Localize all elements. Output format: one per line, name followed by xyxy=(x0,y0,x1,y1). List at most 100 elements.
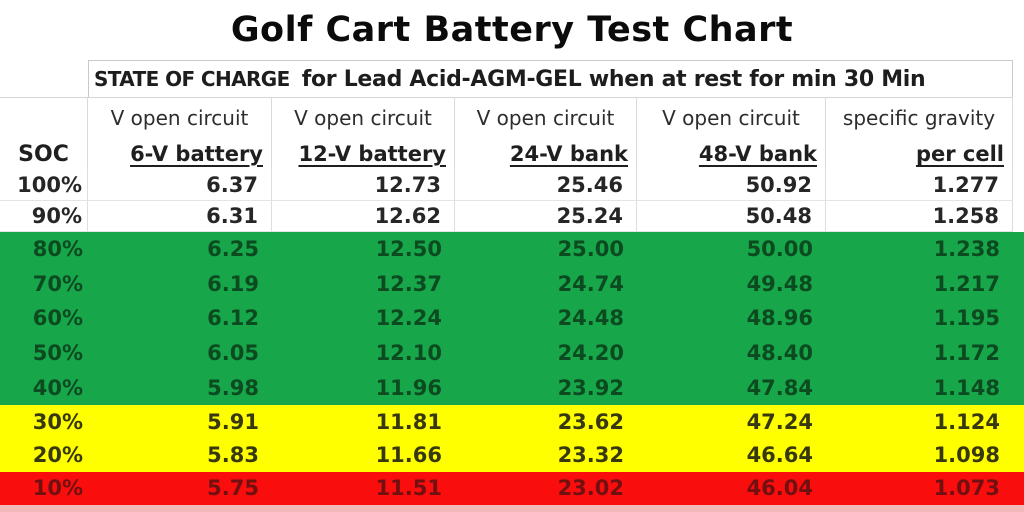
value-cell: 23.32 xyxy=(557,443,624,468)
value-cell: 12.37 xyxy=(375,271,442,296)
header-empty-cell xyxy=(0,97,88,138)
header-gutter xyxy=(1013,97,1024,138)
value-cell: 12.24 xyxy=(375,306,442,331)
header-v-open-circuit-24v: V open circuit xyxy=(455,97,637,138)
row-gutter xyxy=(1013,336,1024,371)
value-cell: 11.96 xyxy=(375,375,442,400)
value-cell: 12.62 xyxy=(272,201,455,232)
header-per-cell: per cell xyxy=(826,138,1013,170)
row-gutter xyxy=(1013,232,1024,267)
table-row: 70% 6.19 12.37 24.74 49.48 1.217 xyxy=(0,266,1024,302)
value-cell: 49.48 xyxy=(746,271,813,296)
page-title: Golf Cart Battery Test Chart xyxy=(230,10,794,50)
value-cell: 23.02 xyxy=(557,476,624,501)
value-cell: 47.84 xyxy=(746,375,813,400)
row-gutter xyxy=(1013,405,1024,439)
header-v-open-circuit-12v: V open circuit xyxy=(272,97,455,138)
value-cell: 11.66 xyxy=(375,443,442,468)
battery-table: V open circuit V open circuit V open cir… xyxy=(0,97,1024,505)
soc-cell: 10% xyxy=(32,476,83,501)
table-row: 50% 6.05 12.10 24.20 48.40 1.172 xyxy=(0,335,1024,371)
value-cell: 23.92 xyxy=(557,375,624,400)
header-soc: SOC xyxy=(0,138,88,170)
header-24v-bank: 24-V bank xyxy=(455,138,637,170)
header-6v-battery: 6-V battery xyxy=(88,138,272,170)
value-cell: 1.098 xyxy=(933,443,1000,468)
value-cell: 1.124 xyxy=(933,409,1000,434)
value-cell: 5.75 xyxy=(207,476,259,501)
value-cell: 1.238 xyxy=(933,237,1000,262)
header-v-open-circuit-48v: V open circuit xyxy=(637,97,826,138)
header-12v-battery: 12-V battery xyxy=(272,138,455,170)
table-row: 10% 5.75 11.51 23.02 46.04 1.073 xyxy=(0,471,1024,505)
row-gutter xyxy=(1013,170,1024,201)
row-gutter xyxy=(1013,201,1024,232)
row-gutter xyxy=(1013,472,1024,505)
value-cell: 11.51 xyxy=(375,476,442,501)
value-cell: 6.31 xyxy=(88,201,272,232)
value-cell: 24.48 xyxy=(557,306,624,331)
value-cell: 50.00 xyxy=(746,237,813,262)
table-row: 20% 5.83 11.66 23.32 46.64 1.098 xyxy=(0,438,1024,472)
value-cell: 50.48 xyxy=(637,201,826,232)
value-cell: 12.73 xyxy=(272,170,455,201)
value-cell: 24.20 xyxy=(557,341,624,366)
value-cell: 12.10 xyxy=(375,341,442,366)
soc-cell: 20% xyxy=(32,443,83,468)
value-cell: 1.258 xyxy=(826,201,1013,232)
value-cell: 12.50 xyxy=(375,237,442,262)
value-cell: 48.96 xyxy=(746,306,813,331)
value-cell: 5.83 xyxy=(207,443,259,468)
value-cell: 47.24 xyxy=(746,409,813,434)
value-cell: 24.74 xyxy=(557,271,624,296)
soc-cell: 90% xyxy=(0,201,88,232)
header-gutter xyxy=(1013,138,1024,170)
value-cell: 25.24 xyxy=(455,201,637,232)
table-row: 80% 6.25 12.50 25.00 50.00 1.238 xyxy=(0,232,1024,267)
value-cell: 1.277 xyxy=(826,170,1013,201)
table-row: 100% 6.37 12.73 25.46 50.92 1.277 xyxy=(0,170,1024,201)
soc-cell: 100% xyxy=(0,170,88,201)
header-v-open-circuit-6v: V open circuit xyxy=(88,97,272,138)
value-cell: 46.04 xyxy=(746,476,813,501)
value-cell: 1.148 xyxy=(933,375,1000,400)
value-cell: 25.46 xyxy=(455,170,637,201)
table-row: 90% 6.31 12.62 25.24 50.48 1.258 xyxy=(0,201,1024,232)
value-cell: 6.25 xyxy=(207,237,259,262)
header-specific-gravity: specific gravity xyxy=(826,97,1013,138)
subtitle-text: for Lead Acid-AGM-GEL when at rest for m… xyxy=(301,66,926,92)
table-body: 100% 6.37 12.73 25.46 50.92 1.277 90% 6.31 12.62… xyxy=(0,170,1024,505)
table-subtitle: STATE OF CHARGE for Lead Acid-AGM-GEL wh… xyxy=(88,60,1013,97)
soc-cell: 50% xyxy=(32,341,83,366)
soc-cell: 70% xyxy=(32,271,83,296)
row-gutter xyxy=(1013,438,1024,472)
value-cell: 46.64 xyxy=(746,443,813,468)
row-gutter xyxy=(1013,267,1024,302)
soc-cell: 40% xyxy=(32,375,83,400)
header-48v-bank: 48-V bank xyxy=(637,138,826,170)
row-gutter xyxy=(1013,370,1024,405)
value-cell: 6.37 xyxy=(88,170,272,201)
value-cell: 1.217 xyxy=(933,271,1000,296)
soc-cell: 60% xyxy=(32,306,83,331)
bottom-strip xyxy=(0,504,1024,512)
header-row-labels: SOC 6-V battery 12-V battery 24-V bank 4… xyxy=(0,138,1024,170)
value-cell: 23.62 xyxy=(557,409,624,434)
value-cell: 48.40 xyxy=(746,341,813,366)
table-row: 40% 5.98 11.96 23.92 47.84 1.148 xyxy=(0,370,1024,405)
value-cell: 5.98 xyxy=(207,375,259,400)
value-cell: 1.195 xyxy=(933,306,1000,331)
value-cell: 6.05 xyxy=(207,341,259,366)
value-cell: 1.073 xyxy=(933,476,1000,501)
header-row-circuit: V open circuit V open circuit V open cir… xyxy=(0,97,1024,138)
soc-cell: 30% xyxy=(32,409,83,434)
value-cell: 6.12 xyxy=(207,306,259,331)
value-cell: 25.00 xyxy=(557,237,624,262)
value-cell: 6.19 xyxy=(207,271,259,296)
table-row: 30% 5.91 11.81 23.62 47.24 1.124 xyxy=(0,404,1024,439)
value-cell: 1.172 xyxy=(933,341,1000,366)
value-cell: 50.92 xyxy=(637,170,826,201)
table-row: 60% 6.12 12.24 24.48 48.96 1.195 xyxy=(0,301,1024,336)
subtitle-label: STATE OF CHARGE xyxy=(94,67,290,91)
row-gutter xyxy=(1013,301,1024,336)
